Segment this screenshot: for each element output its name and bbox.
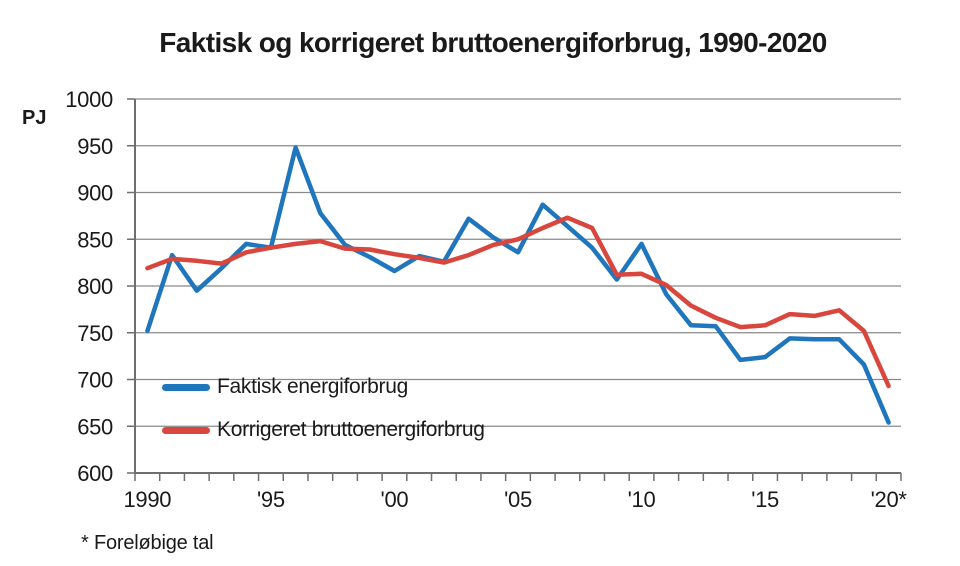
y-axis-unit-label: PJ xyxy=(22,107,47,129)
y-tick-label: 600 xyxy=(77,461,113,486)
series-line-korrigeret xyxy=(145,215,891,389)
x-tick-label: '00 xyxy=(381,487,409,512)
y-tick-label: 650 xyxy=(77,414,113,439)
x-tick-label: '95 xyxy=(257,487,285,512)
y-tick-label: 950 xyxy=(77,134,113,159)
legend-item-korrigeret: Korrigeret bruttoenergiforbrug xyxy=(162,416,485,444)
x-tick-label: '05 xyxy=(504,487,532,512)
y-tick-label: 900 xyxy=(77,181,113,206)
legend-swatch-korrigeret xyxy=(162,426,210,434)
legend-item-faktisk: Faktisk energiforbrug xyxy=(162,373,408,401)
x-tick-label: '15 xyxy=(751,487,779,512)
footnote: * Foreløbige tal xyxy=(81,532,214,554)
legend-label-korrigeret: Korrigeret bruttoenergiforbrug xyxy=(217,418,485,441)
chart-title: Faktisk og korrigeret bruttoenergiforbru… xyxy=(159,27,827,58)
y-tick-label: 850 xyxy=(77,227,113,252)
legend-swatch-faktisk xyxy=(162,383,210,391)
x-tick-label: 1990 xyxy=(123,487,171,512)
y-tick-label: 700 xyxy=(77,368,113,393)
y-tick-label: 1000 xyxy=(65,87,113,112)
y-tick-label: 750 xyxy=(77,321,113,346)
x-tick-label: '20* xyxy=(871,487,908,512)
legend-label-faktisk: Faktisk energiforbrug xyxy=(217,375,408,398)
y-tick-label: 800 xyxy=(77,274,113,299)
x-tick-label: '10 xyxy=(628,487,656,512)
